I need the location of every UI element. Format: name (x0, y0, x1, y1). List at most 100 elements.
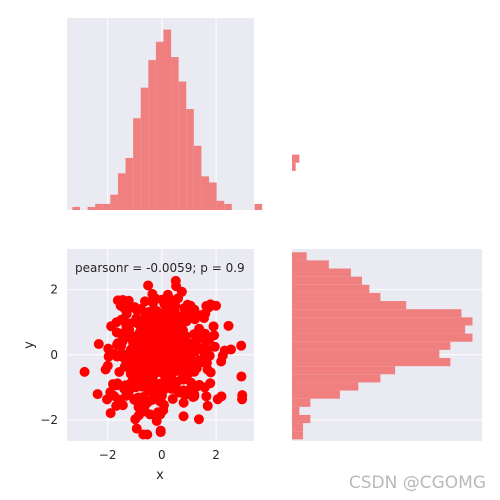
scatter-point (171, 366, 182, 377)
marginal-x-bar (201, 176, 210, 210)
marginal-x-bar (155, 41, 164, 210)
scatter-point (236, 340, 247, 351)
scatter-point (178, 310, 189, 321)
scatter-point (133, 367, 144, 378)
scatter-points (79, 275, 248, 440)
scatter-point (164, 293, 175, 304)
marginal-y-bar (292, 317, 473, 326)
scatter-point (103, 343, 114, 354)
marginal-y-histogram (292, 154, 482, 441)
scatter-point (181, 351, 192, 362)
marginal-y-bar (292, 366, 396, 375)
scatter-point (93, 339, 104, 350)
scatter-point (201, 336, 212, 347)
marginal-x-bar (140, 87, 149, 210)
scatter-point (123, 295, 134, 306)
marginal-x-bar (216, 200, 225, 210)
scatter-point (202, 400, 213, 411)
marginal-y-bar (292, 284, 370, 293)
scatter-point (149, 306, 160, 317)
scatter-point (133, 392, 144, 403)
marginal-x-bar (186, 109, 194, 210)
marginal-x-bar (178, 81, 187, 211)
scatter-point (167, 393, 178, 404)
scatter-point (124, 325, 135, 336)
marginal-y-bar (292, 382, 359, 391)
scatter-point (165, 355, 176, 366)
scatter-point (161, 340, 172, 351)
scatter-point (139, 406, 150, 417)
scatter-point (199, 382, 210, 393)
scatter-point (188, 329, 199, 340)
scatter-point (183, 368, 194, 379)
marginal-x-bar (110, 194, 118, 210)
scatter-point (148, 355, 159, 366)
scatter-point (179, 340, 190, 351)
marginal-y-bar (292, 325, 466, 334)
marginal-y-bar (292, 292, 381, 302)
marginal-x-histogram (67, 18, 263, 211)
marginal-y-bar (292, 260, 329, 269)
scatter-point (189, 304, 200, 315)
scatter-point (209, 330, 220, 341)
scatter-point (156, 390, 167, 401)
scatter-point (236, 371, 247, 382)
marginal-x-bar (148, 60, 156, 210)
marginal-y-bar (292, 341, 451, 350)
scatter-point (143, 364, 154, 375)
marginal-y-bar (292, 268, 351, 277)
marginal-x-bar (102, 203, 111, 210)
scatter-point (143, 280, 154, 291)
marginal-y-bar (292, 309, 462, 318)
scatter-point (102, 394, 113, 405)
scatter-point (212, 394, 223, 405)
scatter-point (209, 341, 220, 352)
scatter-point (219, 345, 230, 356)
marginal-y-bar (292, 349, 440, 359)
marginal-y-bars (292, 154, 473, 440)
y-axis-label: y (22, 341, 37, 349)
scatter-point (79, 366, 90, 377)
marginal-y-bar (292, 358, 451, 367)
scatter-point (112, 339, 123, 350)
scatter-point (158, 399, 169, 410)
scatter-point (162, 363, 173, 374)
y-tick-labels: −2 0 2 (40, 283, 58, 427)
scatter-point (103, 351, 114, 362)
marginal-x-bar (209, 182, 217, 210)
marginal-x-bar (171, 57, 179, 211)
scatter-point (116, 314, 127, 325)
marginal-x-bar (72, 206, 81, 210)
scatter-point (178, 397, 189, 408)
marginal-x-bar (95, 203, 103, 210)
marginal-x-bar (125, 157, 134, 210)
scatter-point (193, 414, 204, 425)
scatter-point (173, 354, 184, 365)
scatter-point (177, 325, 188, 336)
x-tick-label: 2 (212, 448, 220, 462)
scatter-point (130, 414, 141, 425)
scatter-point (156, 379, 167, 390)
scatter-point (155, 425, 166, 436)
marginal-y-bar (292, 162, 296, 171)
marginal-y-bar (292, 414, 311, 424)
scatter-point (145, 341, 156, 352)
scatter-point (200, 308, 211, 319)
scatter-point (150, 293, 161, 304)
scatter-point (111, 327, 122, 338)
scatter-point (201, 391, 212, 402)
scatter-point (131, 423, 142, 434)
scatter-point (158, 307, 169, 318)
scatter-point (132, 305, 143, 316)
x-axis-label: x (156, 468, 164, 483)
marginal-x-bar (133, 118, 141, 210)
marginal-x-bar (163, 29, 172, 210)
scatter-point (100, 364, 111, 375)
scatter-point (138, 429, 149, 440)
marginal-x-bars (72, 29, 263, 211)
scatter-point (140, 296, 151, 307)
x-tick-label: 0 (158, 448, 166, 462)
x-tick-label: −2 (99, 448, 117, 462)
x-tick-labels: −2 0 2 (99, 448, 220, 462)
marginal-x-bar (87, 206, 96, 210)
